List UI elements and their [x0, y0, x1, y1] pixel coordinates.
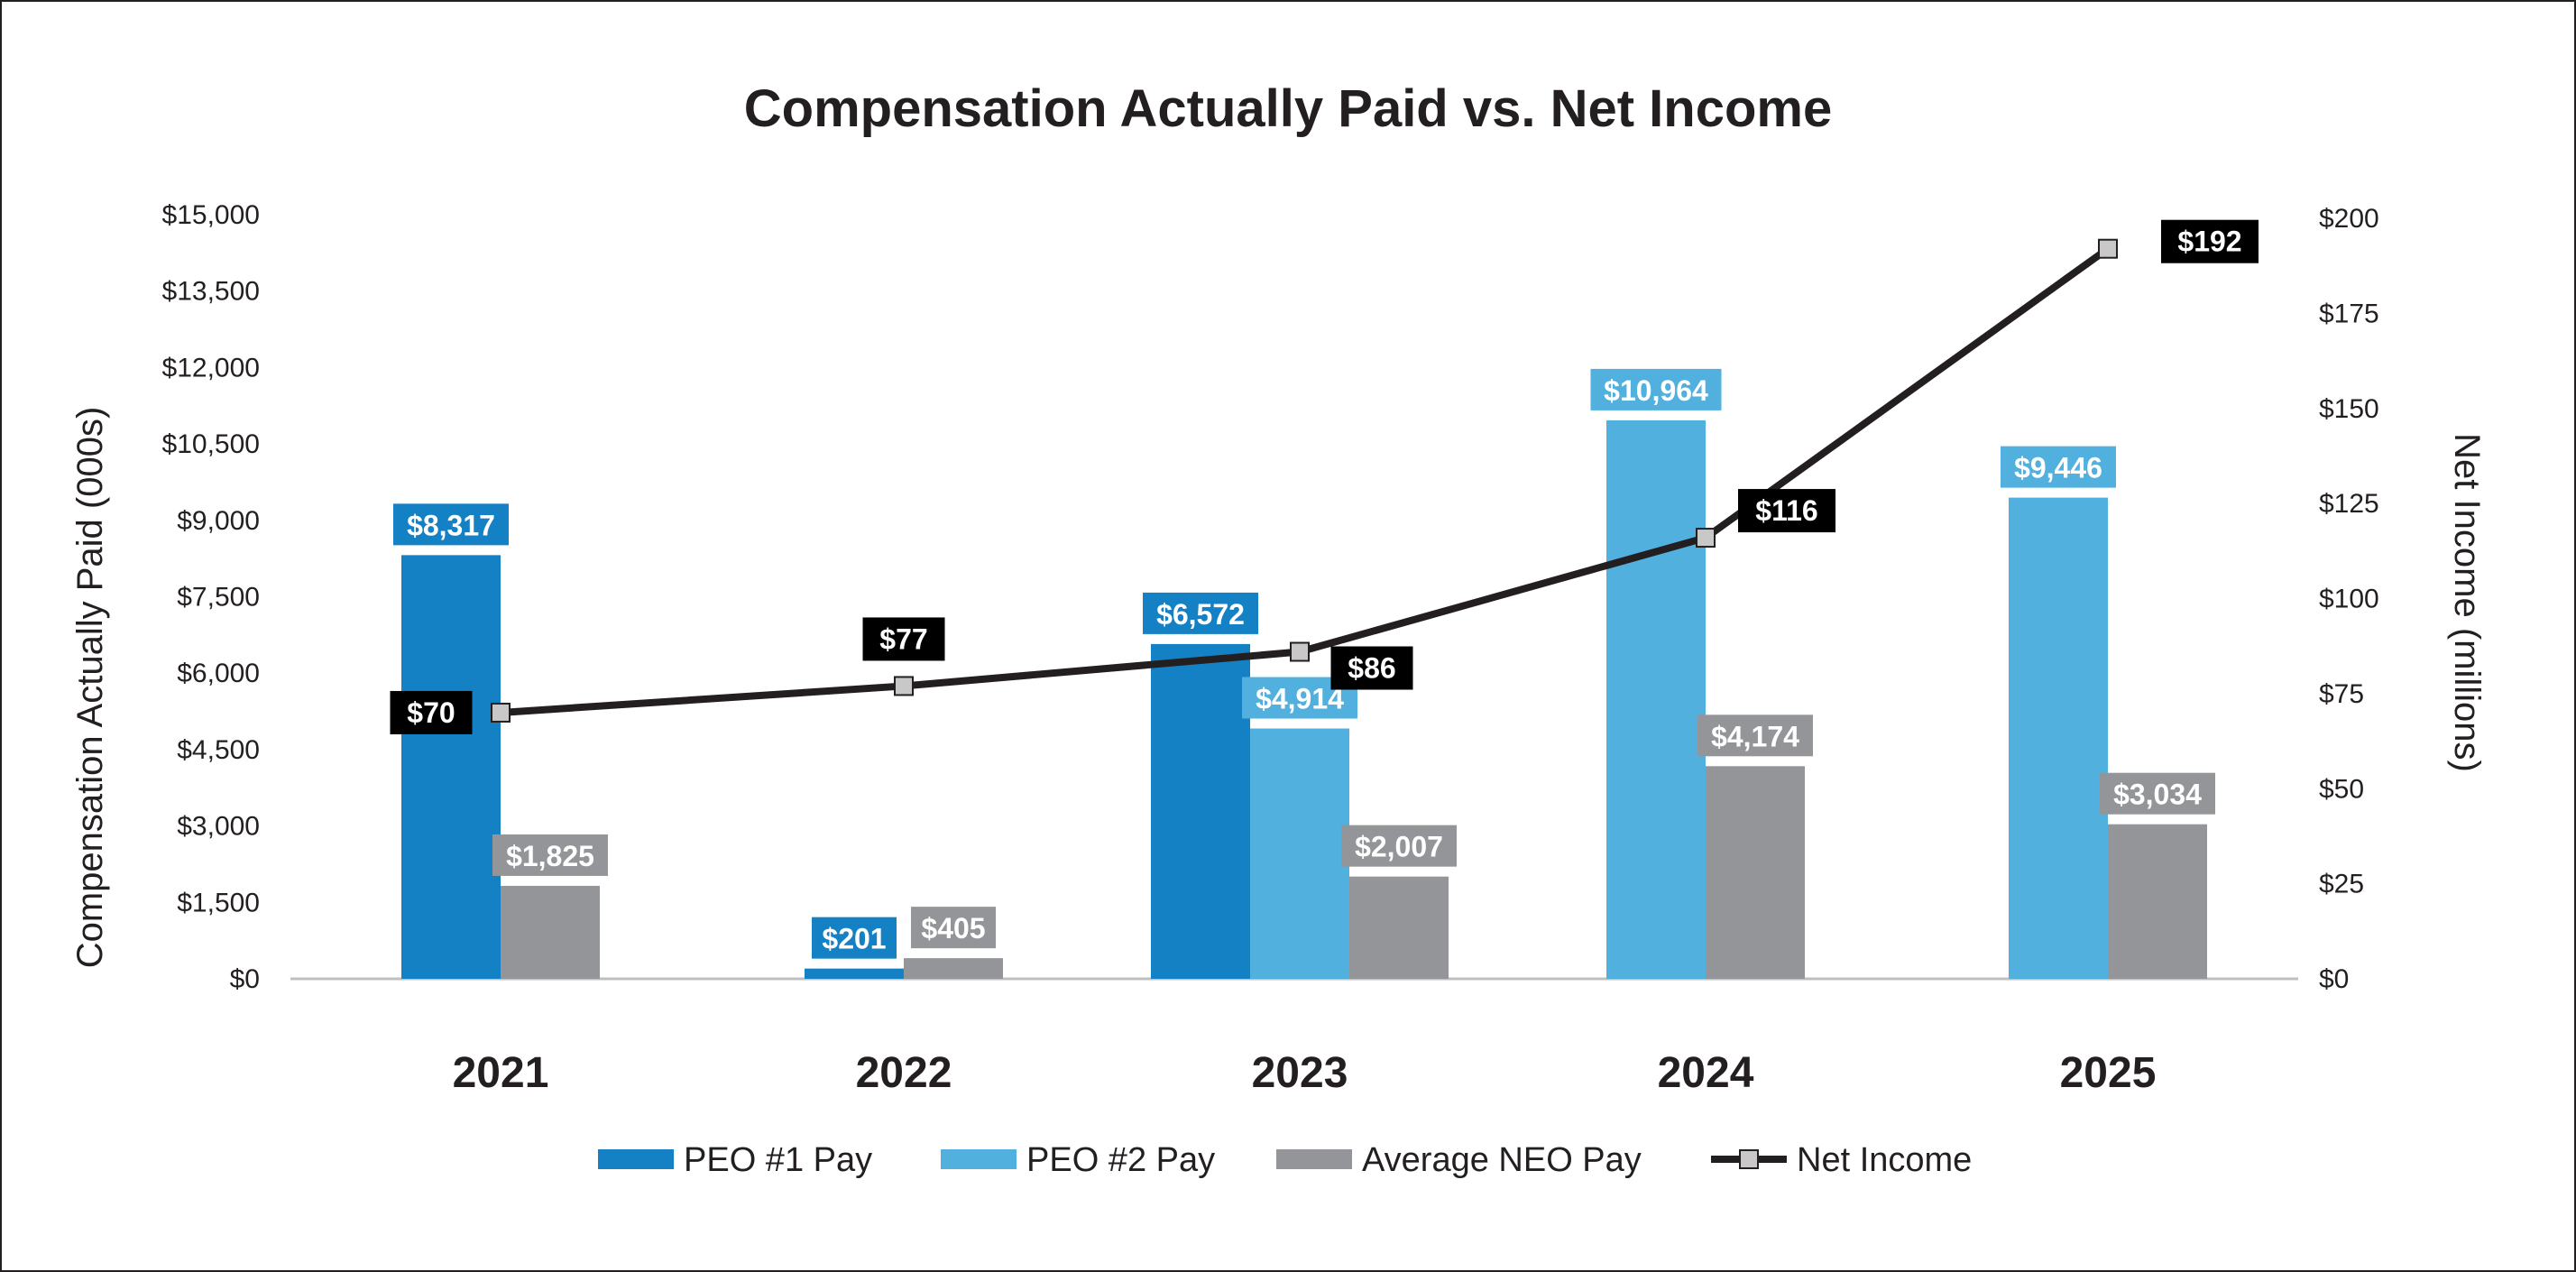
data-label-box-neo-2025	[2100, 772, 2215, 815]
data-label-peo2-2024: $10,964	[1604, 374, 1708, 407]
right-tick-label: $0	[2319, 964, 2349, 994]
category-label-2024: 2024	[1658, 1049, 1754, 1097]
bar-neo-2025	[2108, 824, 2207, 979]
left-tick-label: $3,000	[177, 812, 260, 842]
net-income-marker-2023	[1290, 641, 1310, 662]
left-tick-label: $10,500	[162, 429, 260, 459]
data-label-box-peo1-2022	[812, 917, 897, 959]
left-axis-title: Compensation Actually Paid (000s)	[70, 407, 110, 969]
legend-label-peo2: PEO #2 Pay	[1026, 1141, 1215, 1179]
legend-label-net-income: Net Income	[1797, 1141, 1972, 1179]
right-tick-label: $200	[2319, 204, 2379, 234]
right-axis-ticks: $0 $25 $50 $75 $100 $125 $150 $175 $200	[2319, 204, 2379, 994]
bar-data-labels: $8,317 $1,825 $201 $405 $6,572 $4,914 $2,007 $1…	[393, 368, 2215, 959]
chart-title: Compensation Actually Paid vs. Net Incom…	[744, 79, 1832, 138]
bar-peo2-2025	[2009, 497, 2108, 979]
data-label-neo-2022: $405	[921, 912, 985, 945]
net-income-line-layer: $70 $77 $86 $116 $192	[390, 219, 2259, 734]
data-label-neo-2025: $3,034	[2113, 779, 2202, 811]
data-label-box-peo2-2025	[2001, 446, 2116, 488]
left-tick-label: $0	[230, 964, 260, 994]
bar-peo1-2023	[1151, 643, 1250, 979]
category-label-2023: 2023	[1252, 1049, 1348, 1097]
net-income-label-box-2024	[1738, 489, 1835, 533]
data-label-peo1-2022: $201	[822, 923, 886, 955]
net-income-label-2023: $86	[1348, 652, 1395, 685]
bar-group	[401, 419, 2207, 979]
category-labels: 2021 2022 2023 2024 2025	[453, 1049, 2157, 1097]
data-label-peo1-2021: $8,317	[407, 509, 495, 541]
legend-label-peo1: PEO #1 Pay	[684, 1141, 872, 1179]
bar-neo-2024	[1706, 766, 1805, 979]
data-label-neo-2024: $4,174	[1711, 720, 1799, 752]
data-label-box-neo-2022	[911, 907, 996, 949]
data-label-peo1-2023: $6,572	[1156, 598, 1245, 631]
net-income-label-box-2025	[2161, 219, 2259, 263]
left-tick-label: $7,500	[177, 583, 260, 613]
legend-swatch-peo2	[941, 1149, 1017, 1169]
data-label-peo2-2025: $9,446	[2014, 452, 2102, 484]
right-tick-label: $75	[2319, 679, 2364, 709]
net-income-marker-2021	[491, 702, 511, 723]
left-tick-label: $15,000	[162, 200, 260, 230]
left-tick-label: $9,000	[177, 506, 260, 536]
left-tick-label: $4,500	[177, 735, 260, 765]
right-tick-label: $125	[2319, 489, 2379, 519]
left-axis-ticks: $0 $1,500 $3,000 $4,500 $6,000 $7,500 $9,000 $1…	[162, 200, 260, 994]
left-tick-label: $1,500	[177, 888, 260, 917]
legend: PEO #1 Pay PEO #2 Pay Average NEO Pay Net I…	[598, 1141, 1972, 1179]
data-label-box-peo2-2024	[1590, 368, 1722, 410]
data-label-neo-2021: $1,825	[506, 840, 594, 872]
legend-label-neo: Average NEO Pay	[1362, 1141, 1642, 1179]
left-tick-label: $12,000	[162, 353, 260, 383]
data-label-peo2-2023: $4,914	[1256, 683, 1344, 715]
net-income-label-box-2023	[1330, 646, 1413, 690]
left-tick-label: $13,500	[162, 277, 260, 307]
right-tick-label: $150	[2319, 394, 2379, 424]
bar-peo1-2022	[805, 968, 904, 979]
legend-swatch-net-income-marker	[1739, 1149, 1759, 1169]
net-income-label-2022: $77	[879, 622, 927, 655]
bar-neo-2022	[904, 958, 1003, 979]
net-income-label-box-2022	[862, 617, 945, 661]
category-label-2022: 2022	[856, 1049, 952, 1097]
data-label-box-peo1-2021	[393, 503, 509, 546]
bar-neo-2023	[1349, 876, 1449, 979]
data-label-box-neo-2024	[1697, 714, 1813, 757]
bar-neo-2021	[501, 885, 600, 979]
bar-peo2-2023	[1250, 728, 1349, 979]
right-tick-label: $100	[2319, 585, 2379, 614]
left-tick-label: $6,000	[177, 659, 260, 688]
data-label-neo-2023: $2,007	[1355, 831, 1443, 863]
category-label-2021: 2021	[453, 1049, 549, 1097]
net-income-marker-2024	[1696, 528, 1716, 548]
right-tick-label: $25	[2319, 870, 2364, 899]
legend-swatch-peo1	[598, 1149, 674, 1169]
bar-peo1-2021	[401, 555, 501, 979]
data-label-box-neo-2021	[492, 834, 608, 876]
net-income-marker-2022	[894, 676, 914, 696]
category-label-2025: 2025	[2060, 1049, 2157, 1097]
right-tick-label: $175	[2319, 299, 2379, 328]
data-label-box-peo1-2023	[1143, 592, 1258, 634]
net-income-marker-2025	[2098, 238, 2118, 259]
net-income-label-box-2021	[390, 690, 473, 734]
net-income-label-2021: $70	[407, 696, 455, 729]
bar-peo2-2024	[1606, 419, 1706, 979]
net-income-label-2024: $116	[1755, 494, 1817, 527]
net-income-label-2025: $192	[2177, 226, 2241, 258]
right-tick-label: $50	[2319, 774, 2364, 804]
right-axis-title: Net Income (millions)	[2447, 433, 2487, 772]
data-label-box-neo-2023	[1341, 825, 1457, 867]
legend-swatch-neo	[1276, 1149, 1352, 1169]
